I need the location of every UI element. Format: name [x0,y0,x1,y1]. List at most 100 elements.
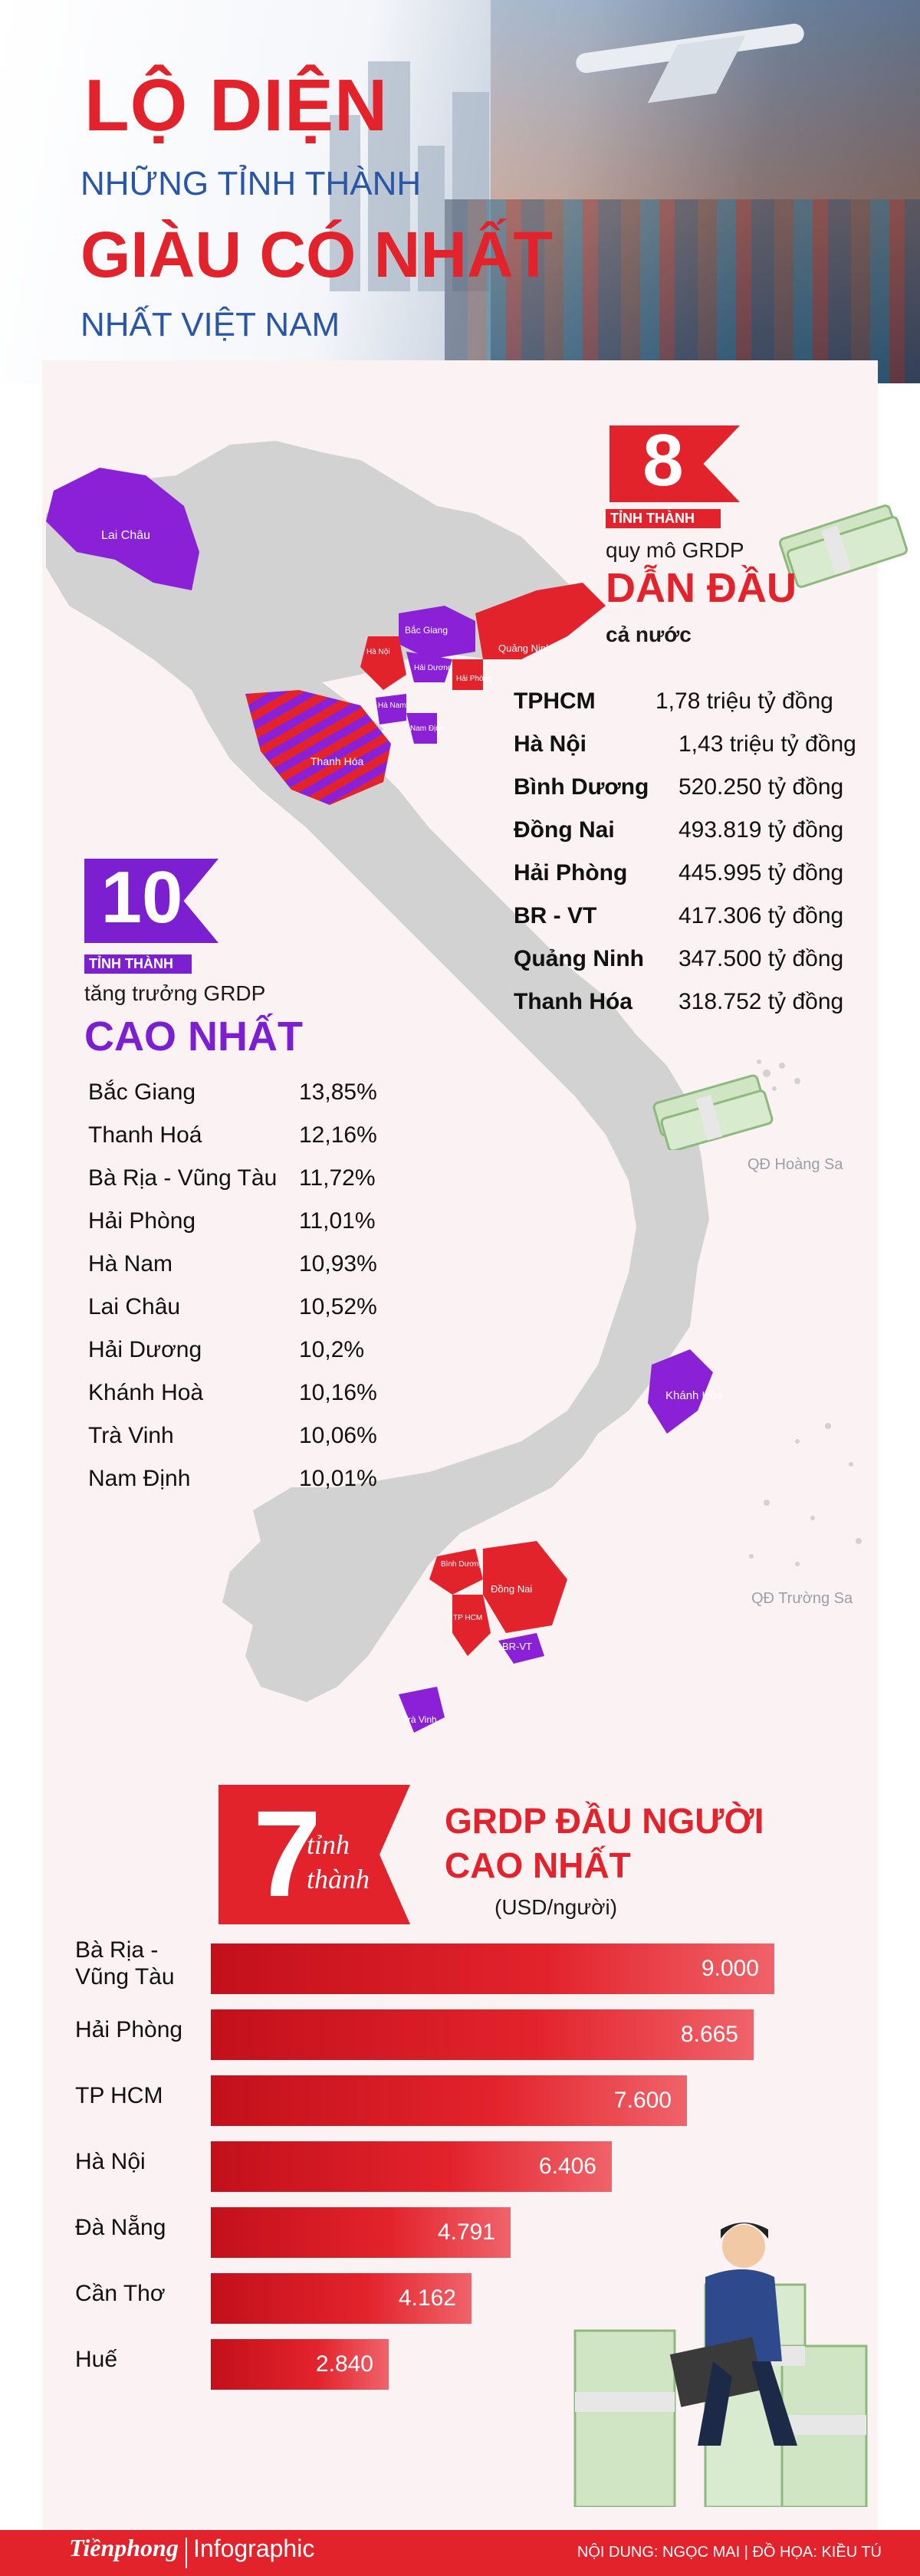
grdp-value: 417.306 tỷ đồng [678,903,844,928]
brand-logo: Tiềnphong [69,2534,179,2561]
bar [211,2339,389,2390]
block8-line1: quy mô GRDP [606,538,744,562]
map-label-dong-nai: Đồng Nai [491,1583,533,1595]
region-br-vt [498,1633,544,1664]
header-banner [0,0,920,383]
footer-bar [0,2530,920,2576]
grdp-value: 493.819 tỷ đồng [678,817,844,843]
bar-row: Huế 2.840 [0,2339,920,2400]
money-stack-icon [779,504,908,588]
businessman-illustration [573,2223,868,2507]
province-name: Hà Nam [88,1251,173,1276]
block10-unit: TỈNH THÀNH [84,955,192,974]
province-name: Bình Dương [514,774,649,800]
block7-number: 7 [253,1785,321,1922]
block8-heading: DẪN ĐẦU [606,565,797,611]
bar-row: Hải Phòng 8.665 [0,2009,920,2071]
bar-category-label: Bà Rịa - Vũng Tàu [75,1937,205,1990]
hoang-sa-islands [757,1060,800,1091]
bar-value-label: 8.665 [680,2022,738,2047]
province-name: Thanh Hoá [88,1122,202,1148]
map-label-hai-duong: Hải Dương [414,664,452,672]
region-thanh-hoa [245,690,391,805]
money-stack-icon [652,1074,774,1150]
province-name: Khánh Hoà [88,1380,204,1405]
province-name: BR - VT [514,903,597,928]
brand-infographic: Infographic [193,2535,315,2562]
container-port-image [445,199,920,383]
grdp-value: 520.250 tỷ đồng [678,774,844,800]
building-image [418,146,445,291]
growth-value: 11,01% [299,1208,376,1234]
bar-row: Đà Nẵng 4.791 [0,2207,920,2269]
map-label-hai-phong: Hải Phòng [456,675,492,683]
rank-flag-7 [219,1785,410,1924]
bar-category-label: Hải Phòng [75,2017,183,2042]
growth-value: 13,85% [299,1079,377,1105]
province-name: Bắc Giang [88,1079,196,1105]
region-tra-vinh [399,1687,445,1733]
bar-value-label: 6.406 [538,2154,596,2179]
map-label-bac-giang: Bắc Giang [405,625,449,636]
map-label-tra-vinh: Trà Vinh [402,1714,437,1725]
truong-sa-islands [749,1423,862,1566]
bar-value-label: 7.600 [613,2088,672,2113]
grdp-value: 445.995 tỷ đồng [678,860,844,886]
truong-sa-label: QĐ Trường Sa [751,1590,853,1607]
province-name: Nam Định [88,1466,191,1491]
grdp-value: 347.500 tỷ đồng [678,946,844,971]
map-label-ha-nam: Hà Nam [378,702,406,710]
bar-value-label: 4.791 [437,2220,495,2245]
credits: NỘI DUNG: NGỌC MAI | ĐỒ HỌA: KIỀU TÚ [577,2544,882,2561]
bar [211,2009,754,2060]
block10-line1: tăng trưởng GRDP [84,981,266,1005]
vietnam-mainland [46,441,709,1702]
growth-value: 10,06% [299,1423,377,1448]
bar-row: Cần Thơ 4.162 [0,2273,920,2334]
grdp-value: 318.752 tỷ đồng [678,989,844,1014]
province-name: Hải Phòng [88,1208,196,1234]
block7-unit-line1: tỉnh [307,1829,350,1860]
region-tphcm [452,1595,491,1656]
bar-category-label: Hà Nội [75,2149,146,2174]
province-name: Lai Châu [88,1294,181,1319]
map-label-tphcm: TP HCM [453,1614,483,1622]
bar-category-label: Cần Thơ [75,2281,166,2306]
province-name: Thanh Hóa [514,989,632,1014]
region-ha-noi [360,636,406,690]
grdp-value: 1,78 triệu tỷ đồng [656,688,833,714]
growth-value: 10,16% [299,1380,377,1405]
block7-unit: (USD/người) [495,1895,618,1919]
region-nam-dinh [406,713,437,744]
province-name: Đồng Nai [514,817,615,843]
block10-number: 10 [100,856,183,938]
bar-value-label: 2.840 [315,2351,373,2377]
person-icon [669,2223,797,2446]
hoang-sa-label: QĐ Hoàng Sa [748,1156,843,1173]
block8-number: 8 [642,419,684,501]
growth-value: 10,52% [299,1294,377,1319]
title-line-2: NHỮNG TỈNH THÀNH [80,165,422,202]
title-line-1: LỘ DIỆN [84,64,389,146]
map-label-ha-noi: Hà Nội [366,648,390,656]
map-label-thanh-hoa: Thanh Hóa [310,755,364,767]
block10-heading: CAO NHẤT [84,1014,303,1060]
bar-category-label: TP HCM [75,2083,163,2108]
province-name: Quảng Ninh [514,946,644,971]
bar [211,2207,511,2258]
block7-heading-line2: CAO NHẤT [445,1845,631,1885]
title-line-3: GIÀU CÓ NHẤT [80,219,553,291]
bar-category-label-line2: Vũng Tàu [75,1963,175,1990]
region-khanh-hoa [648,1349,713,1434]
bar-category-label: Đà Nẵng [75,2215,166,2240]
block7-unit-line2: thành [307,1864,370,1894]
province-name: Hà Nội [514,731,587,757]
region-lai-chau [46,468,199,590]
map-label-quang-ninh: Quảng Ninh [498,642,552,654]
map-label-br-vt: BR-VT [502,1641,532,1652]
growth-value: 10,93% [299,1251,377,1276]
bar-row: Bà Rịa - Vũng Tàu 9.000 [0,1937,920,2005]
bar-row: Hà Nội 6.406 [0,2141,920,2203]
region-hai-duong [406,652,452,682]
